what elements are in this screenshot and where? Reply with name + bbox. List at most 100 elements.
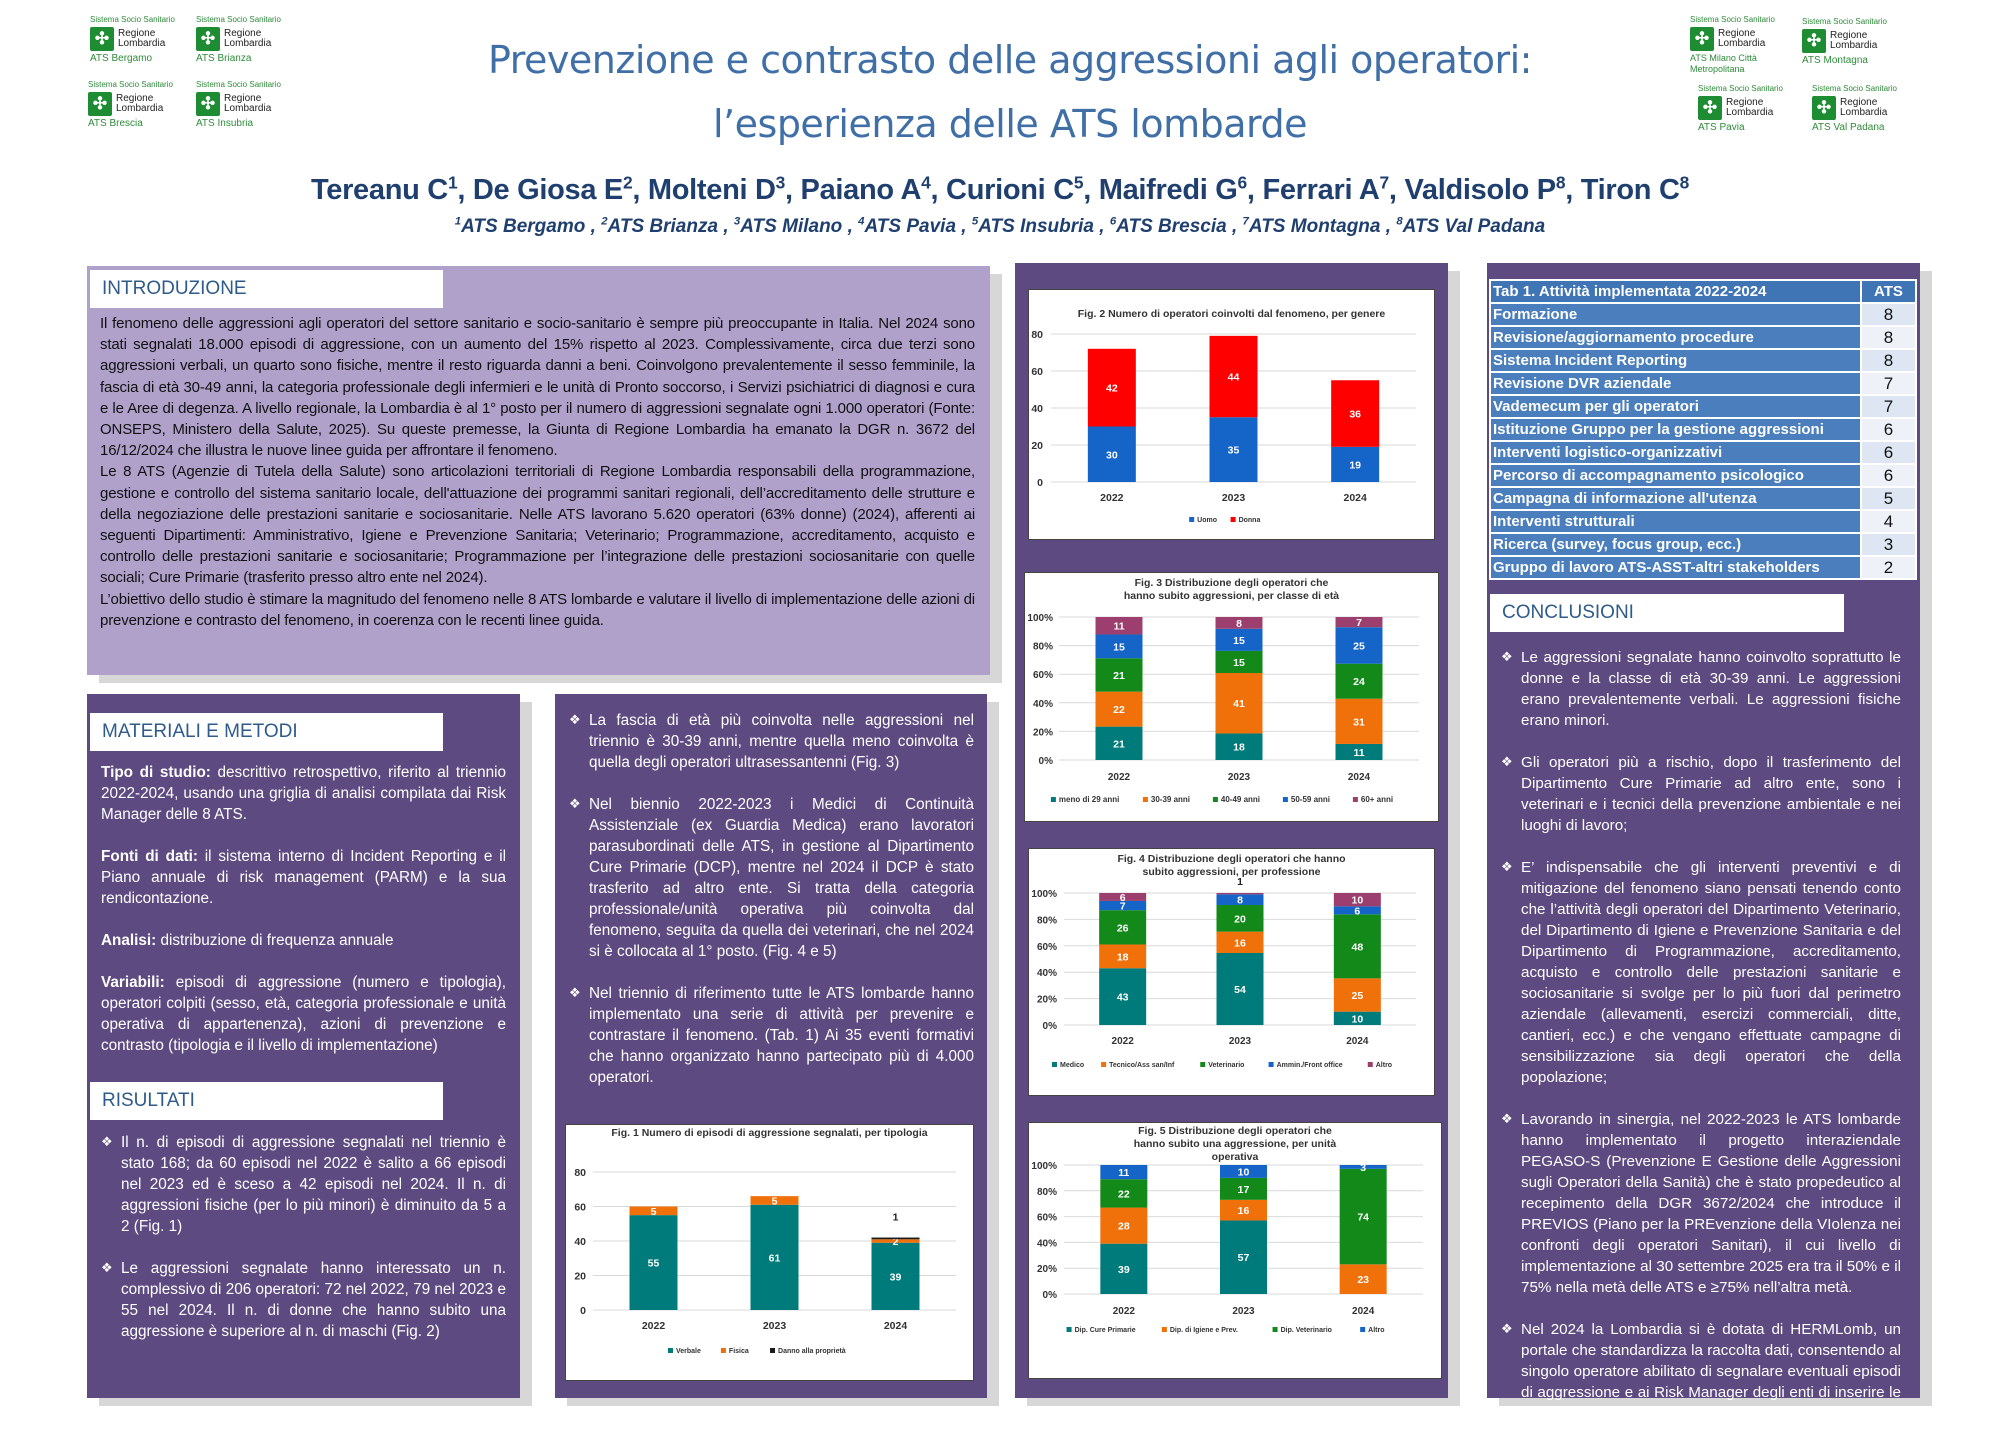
legend-swatch xyxy=(1066,1327,1072,1332)
regione-lombardia-rose-icon: ✣ xyxy=(1698,96,1722,120)
author: Molteni D3, xyxy=(647,172,801,206)
x-tick-label: 2023 xyxy=(1228,772,1251,783)
bullet-text: Nel biennio 2022-2023 i Medici di Contin… xyxy=(589,796,974,960)
bullet-text: Le aggressioni segnalate hanno coinvolto… xyxy=(1521,649,1901,729)
x-tick-label: 2024 xyxy=(1343,492,1367,504)
y-tick-label: 60% xyxy=(1033,670,1053,681)
table-row: Istituzione Gruppo per la gestione aggre… xyxy=(1489,417,1917,442)
intro-paragraph: L’obiettivo dello studio è stimare la ma… xyxy=(100,590,975,629)
y-tick-label: 0% xyxy=(1043,1021,1058,1032)
bar-segment xyxy=(1087,426,1136,482)
author-name: Tiron C xyxy=(1580,173,1680,206)
chart-plot: 0 20 40 60 80 30 42 2022 35 44 2023 19 36 2024 Uomo Don… xyxy=(1031,329,1416,524)
logo-system-text: Sistema Socio Sanitario xyxy=(88,80,173,89)
x-tick-label: 2023 xyxy=(763,1320,787,1332)
activities-table: Tab 1. Attività implementata 2022-2024 AT… xyxy=(1489,279,1917,580)
logo-region-text: Regione xyxy=(224,28,262,39)
table-row: Percorso di accompagnamento psicologico 6 xyxy=(1489,463,1917,488)
x-tick-label: 2024 xyxy=(1346,1036,1369,1047)
activity-name: Sistema Incident Reporting xyxy=(1489,348,1862,373)
methods-item-label: Tipo di studio: xyxy=(101,764,211,781)
data-label: 11 xyxy=(1118,1167,1129,1179)
bar-segment xyxy=(1216,894,1264,905)
author-affiliation-number: 8 xyxy=(1555,172,1566,192)
bar-segment xyxy=(1099,910,1147,945)
bullet-item: ❖ Il n. di episodi di aggressione segnala… xyxy=(101,1132,506,1237)
bar-segment xyxy=(1220,1220,1267,1294)
poster-title: Prevenzione e contrasto delle aggression… xyxy=(300,28,1720,156)
ats-logo: Sistema Socio Sanitario ✣ Regione Lombardia… xyxy=(1698,84,1798,140)
y-tick-label: 80% xyxy=(1037,915,1057,926)
diamond-bullet-icon: ❖ xyxy=(1501,755,1513,770)
legend-label: Danno alla proprietà xyxy=(778,1348,846,1355)
bar-segment xyxy=(1099,900,1147,911)
author-affiliation-number: 7 xyxy=(1379,172,1390,192)
author-name: De Giosa E xyxy=(472,173,623,206)
affiliations: 1ATS Bergamo , 2ATS Brianza , 3ATS Milan… xyxy=(100,216,1900,238)
author: Paiano A4, xyxy=(800,172,947,206)
intro-heading: INTRODUZIONE xyxy=(90,270,443,308)
bar-segment xyxy=(1100,1165,1148,1180)
chart-title: Fig. 3 Distribuzione degli operatori che… xyxy=(1123,577,1340,602)
bar-segment xyxy=(1100,1207,1148,1244)
affiliation: 7ATS Montagna , xyxy=(1242,216,1397,238)
data-label: 16 xyxy=(1234,937,1246,949)
bar-segment xyxy=(871,1237,920,1240)
legend-swatch xyxy=(1272,1327,1278,1332)
intro-paragraph: Le 8 ATS (Agenzie di Tutela della Salute… xyxy=(100,463,975,587)
affiliation-name: ATS Pavia xyxy=(864,216,957,238)
bullet-item: ❖ Le aggressioni segnalate hanno coinvolt… xyxy=(1501,647,1901,731)
chart-fig4: Fig. 4 Distribuzione degli operatori che… xyxy=(1028,848,1435,1096)
legend-label: Medico xyxy=(1060,1062,1084,1069)
affiliation-number: 3 xyxy=(733,216,741,228)
ats-logo: Sistema Socio Sanitario ✣ Regione Lombardia… xyxy=(88,80,188,136)
bar-segment xyxy=(871,1239,920,1243)
diamond-bullet-icon: ❖ xyxy=(569,713,581,728)
legend-label: Donna xyxy=(1239,517,1261,524)
affiliation: 1ATS Bergamo , xyxy=(454,216,602,238)
affiliation-number: 7 xyxy=(1242,216,1249,228)
ats-count: 8 xyxy=(1860,325,1917,350)
chart-title: Fig. 4 Distribuzione degli operatori che… xyxy=(1117,853,1346,878)
data-label: 7 xyxy=(1120,901,1126,913)
logo-ats-name: ATS Pavia xyxy=(1698,122,1745,133)
x-tick-label: 2023 xyxy=(1222,492,1246,504)
logo-system-text: Sistema Socio Sanitario xyxy=(90,15,175,24)
affiliation-name: ATS Brianza xyxy=(607,216,719,238)
bar-segment xyxy=(1331,446,1380,482)
affiliation-name: ATS Montagna xyxy=(1248,216,1381,238)
author: Tiron C8 xyxy=(1580,172,1690,206)
diamond-bullet-icon: ❖ xyxy=(1501,1322,1513,1337)
x-tick-label: 2022 xyxy=(1108,772,1131,783)
bullet-text: Il n. di episodi di aggressione segnalat… xyxy=(121,1134,506,1235)
data-label: 22 xyxy=(1118,1188,1130,1200)
methods-item: Tipo di studio: descrittivo retrospettiv… xyxy=(101,762,506,825)
y-tick-label: 60 xyxy=(574,1202,586,1214)
data-label: 18 xyxy=(1233,742,1245,754)
legend-label: 40-49 anni xyxy=(1221,795,1260,804)
data-label: 3 xyxy=(1360,1162,1366,1174)
legend-swatch xyxy=(1052,1062,1057,1067)
logo-ats-name: ATS Brescia xyxy=(88,118,143,129)
y-tick-label: 40 xyxy=(574,1236,586,1248)
legend-swatch xyxy=(1212,797,1218,802)
y-tick-label: 0 xyxy=(1037,477,1043,489)
legend-label: meno di 29 anni xyxy=(1059,795,1119,804)
bar-segment xyxy=(1216,953,1264,1025)
conclusions-panel: Tab 1. Attività implementata 2022-2024 AT… xyxy=(1487,263,1920,1422)
legend-label: 50-59 anni xyxy=(1291,795,1330,804)
logo-region-text: Regione xyxy=(224,93,262,104)
data-label: 15 xyxy=(1233,635,1245,647)
bar-segment xyxy=(1095,634,1143,659)
table-row: Revisione/aggiornamento procedure 8 xyxy=(1489,325,1917,350)
affiliation-number: 1 xyxy=(454,216,462,228)
legend-label: Dip. Veterinario xyxy=(1281,1327,1332,1334)
y-tick-label: 60% xyxy=(1037,942,1057,953)
logo-ats-name: ATS Montagna xyxy=(1802,55,1868,66)
logo-region-text: Lombardia xyxy=(224,103,272,114)
bar-segment xyxy=(1095,617,1143,635)
data-label: 11 xyxy=(1353,747,1364,759)
chart-title: Fig. 1 Numero di episodi di aggressione … xyxy=(611,1127,928,1139)
ats-logo: Sistema Socio Sanitario ✣ Regione Lombardia… xyxy=(1812,84,1912,140)
data-label: 42 xyxy=(1106,383,1118,395)
